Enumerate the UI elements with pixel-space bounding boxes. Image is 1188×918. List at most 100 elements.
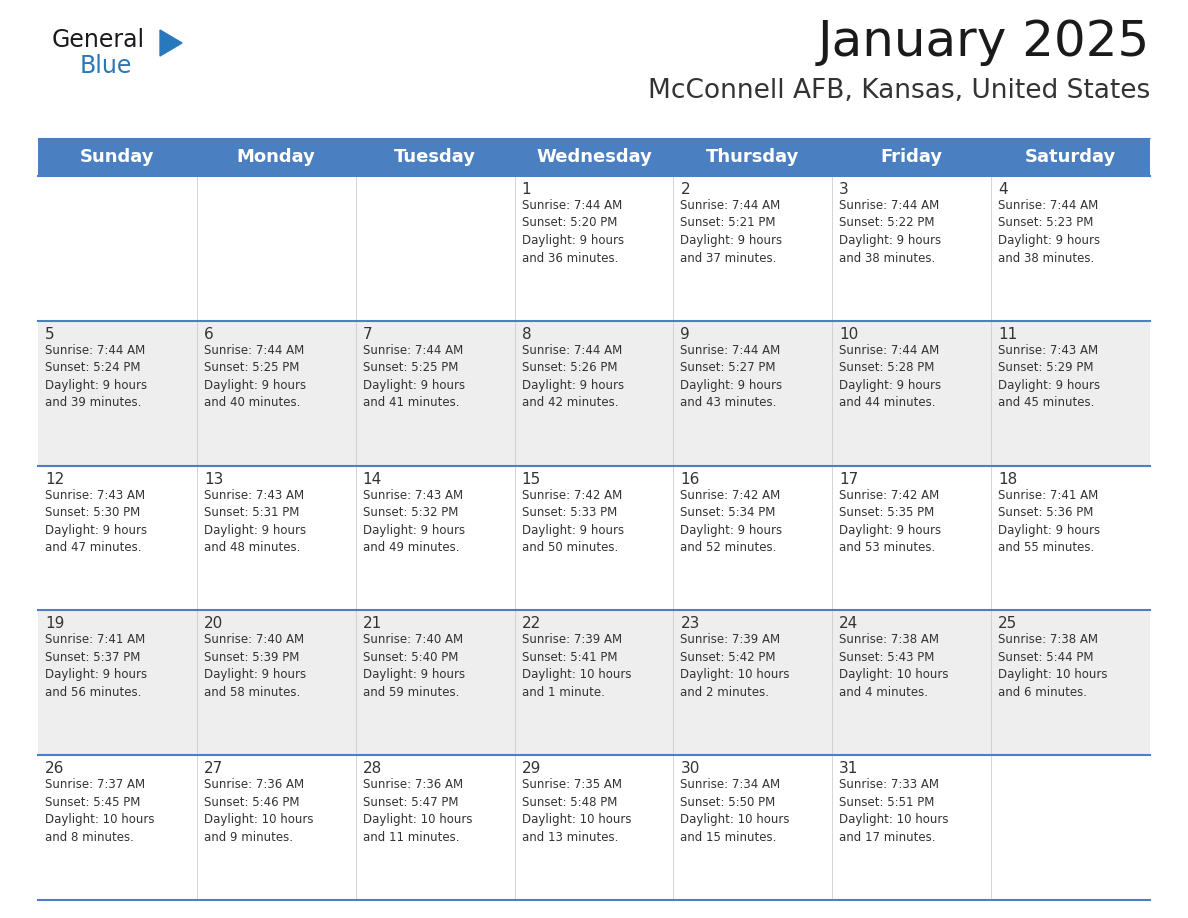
Text: Friday: Friday xyxy=(880,148,943,166)
Bar xyxy=(674,756,833,900)
Bar xyxy=(514,756,674,900)
Text: 13: 13 xyxy=(204,472,223,487)
Text: Sunday: Sunday xyxy=(80,148,154,166)
Text: Sunrise: 7:44 AM
Sunset: 5:25 PM
Daylight: 9 hours
and 41 minutes.: Sunrise: 7:44 AM Sunset: 5:25 PM Dayligh… xyxy=(362,344,465,409)
Text: 28: 28 xyxy=(362,761,383,777)
Bar xyxy=(355,465,514,610)
Text: 7: 7 xyxy=(362,327,372,341)
Text: Sunrise: 7:40 AM
Sunset: 5:39 PM
Daylight: 9 hours
and 58 minutes.: Sunrise: 7:40 AM Sunset: 5:39 PM Dayligh… xyxy=(204,633,307,699)
Text: 26: 26 xyxy=(45,761,64,777)
Bar xyxy=(197,138,355,176)
Text: January 2025: January 2025 xyxy=(817,18,1150,66)
Bar xyxy=(674,610,833,756)
Bar xyxy=(514,610,674,756)
Text: Sunrise: 7:44 AM
Sunset: 5:26 PM
Daylight: 9 hours
and 42 minutes.: Sunrise: 7:44 AM Sunset: 5:26 PM Dayligh… xyxy=(522,344,624,409)
Text: 1: 1 xyxy=(522,182,531,197)
Text: Sunrise: 7:39 AM
Sunset: 5:41 PM
Daylight: 10 hours
and 1 minute.: Sunrise: 7:39 AM Sunset: 5:41 PM Dayligh… xyxy=(522,633,631,699)
Text: 16: 16 xyxy=(681,472,700,487)
Text: Sunrise: 7:35 AM
Sunset: 5:48 PM
Daylight: 10 hours
and 13 minutes.: Sunrise: 7:35 AM Sunset: 5:48 PM Dayligh… xyxy=(522,778,631,844)
Text: 23: 23 xyxy=(681,616,700,632)
Bar xyxy=(355,138,514,176)
Bar xyxy=(514,176,674,320)
Text: 8: 8 xyxy=(522,327,531,341)
Bar xyxy=(674,176,833,320)
Text: 6: 6 xyxy=(204,327,214,341)
Bar xyxy=(197,176,355,320)
Text: 2: 2 xyxy=(681,182,690,197)
Text: Sunrise: 7:44 AM
Sunset: 5:22 PM
Daylight: 9 hours
and 38 minutes.: Sunrise: 7:44 AM Sunset: 5:22 PM Dayligh… xyxy=(839,199,941,264)
Text: Sunrise: 7:36 AM
Sunset: 5:46 PM
Daylight: 10 hours
and 9 minutes.: Sunrise: 7:36 AM Sunset: 5:46 PM Dayligh… xyxy=(204,778,314,844)
Text: McConnell AFB, Kansas, United States: McConnell AFB, Kansas, United States xyxy=(647,78,1150,104)
Text: Sunrise: 7:42 AM
Sunset: 5:33 PM
Daylight: 9 hours
and 50 minutes.: Sunrise: 7:42 AM Sunset: 5:33 PM Dayligh… xyxy=(522,488,624,554)
Text: Sunrise: 7:44 AM
Sunset: 5:20 PM
Daylight: 9 hours
and 36 minutes.: Sunrise: 7:44 AM Sunset: 5:20 PM Dayligh… xyxy=(522,199,624,264)
Text: Sunrise: 7:43 AM
Sunset: 5:30 PM
Daylight: 9 hours
and 47 minutes.: Sunrise: 7:43 AM Sunset: 5:30 PM Dayligh… xyxy=(45,488,147,554)
Polygon shape xyxy=(160,30,182,56)
Text: 25: 25 xyxy=(998,616,1017,632)
Text: Sunrise: 7:34 AM
Sunset: 5:50 PM
Daylight: 10 hours
and 15 minutes.: Sunrise: 7:34 AM Sunset: 5:50 PM Dayligh… xyxy=(681,778,790,844)
Text: Sunrise: 7:44 AM
Sunset: 5:23 PM
Daylight: 9 hours
and 38 minutes.: Sunrise: 7:44 AM Sunset: 5:23 PM Dayligh… xyxy=(998,199,1100,264)
Text: Sunrise: 7:44 AM
Sunset: 5:25 PM
Daylight: 9 hours
and 40 minutes.: Sunrise: 7:44 AM Sunset: 5:25 PM Dayligh… xyxy=(204,344,307,409)
Text: Thursday: Thursday xyxy=(706,148,800,166)
Text: Sunrise: 7:36 AM
Sunset: 5:47 PM
Daylight: 10 hours
and 11 minutes.: Sunrise: 7:36 AM Sunset: 5:47 PM Dayligh… xyxy=(362,778,472,844)
Bar xyxy=(355,610,514,756)
Bar xyxy=(674,138,833,176)
Bar xyxy=(833,176,991,320)
Bar xyxy=(991,138,1150,176)
Text: Sunrise: 7:43 AM
Sunset: 5:31 PM
Daylight: 9 hours
and 48 minutes.: Sunrise: 7:43 AM Sunset: 5:31 PM Dayligh… xyxy=(204,488,307,554)
Text: 14: 14 xyxy=(362,472,383,487)
Bar xyxy=(355,320,514,465)
Bar xyxy=(833,610,991,756)
Text: 22: 22 xyxy=(522,616,541,632)
Bar xyxy=(991,320,1150,465)
Text: Sunrise: 7:43 AM
Sunset: 5:29 PM
Daylight: 9 hours
and 45 minutes.: Sunrise: 7:43 AM Sunset: 5:29 PM Dayligh… xyxy=(998,344,1100,409)
Bar xyxy=(38,176,197,320)
Text: Sunrise: 7:42 AM
Sunset: 5:35 PM
Daylight: 9 hours
and 53 minutes.: Sunrise: 7:42 AM Sunset: 5:35 PM Dayligh… xyxy=(839,488,941,554)
Text: Sunrise: 7:41 AM
Sunset: 5:36 PM
Daylight: 9 hours
and 55 minutes.: Sunrise: 7:41 AM Sunset: 5:36 PM Dayligh… xyxy=(998,488,1100,554)
Bar xyxy=(355,756,514,900)
Text: Sunrise: 7:44 AM
Sunset: 5:28 PM
Daylight: 9 hours
and 44 minutes.: Sunrise: 7:44 AM Sunset: 5:28 PM Dayligh… xyxy=(839,344,941,409)
Bar xyxy=(674,320,833,465)
Text: Sunrise: 7:42 AM
Sunset: 5:34 PM
Daylight: 9 hours
and 52 minutes.: Sunrise: 7:42 AM Sunset: 5:34 PM Dayligh… xyxy=(681,488,783,554)
Bar xyxy=(197,320,355,465)
Text: Sunrise: 7:33 AM
Sunset: 5:51 PM
Daylight: 10 hours
and 17 minutes.: Sunrise: 7:33 AM Sunset: 5:51 PM Dayligh… xyxy=(839,778,949,844)
Text: 31: 31 xyxy=(839,761,859,777)
Text: 3: 3 xyxy=(839,182,849,197)
Bar xyxy=(674,465,833,610)
Text: Sunrise: 7:40 AM
Sunset: 5:40 PM
Daylight: 9 hours
and 59 minutes.: Sunrise: 7:40 AM Sunset: 5:40 PM Dayligh… xyxy=(362,633,465,699)
Text: Blue: Blue xyxy=(80,54,132,78)
Bar xyxy=(355,176,514,320)
Bar xyxy=(38,320,197,465)
Bar xyxy=(991,465,1150,610)
Text: 5: 5 xyxy=(45,327,55,341)
Text: 10: 10 xyxy=(839,327,859,341)
Bar xyxy=(514,138,674,176)
Text: Sunrise: 7:44 AM
Sunset: 5:21 PM
Daylight: 9 hours
and 37 minutes.: Sunrise: 7:44 AM Sunset: 5:21 PM Dayligh… xyxy=(681,199,783,264)
Bar xyxy=(833,138,991,176)
Bar xyxy=(514,465,674,610)
Bar xyxy=(197,756,355,900)
Text: Tuesday: Tuesday xyxy=(394,148,476,166)
Text: 20: 20 xyxy=(204,616,223,632)
Bar xyxy=(833,756,991,900)
Bar xyxy=(991,176,1150,320)
Text: Monday: Monday xyxy=(236,148,316,166)
Bar xyxy=(833,320,991,465)
Text: 18: 18 xyxy=(998,472,1017,487)
Text: Sunrise: 7:41 AM
Sunset: 5:37 PM
Daylight: 9 hours
and 56 minutes.: Sunrise: 7:41 AM Sunset: 5:37 PM Dayligh… xyxy=(45,633,147,699)
Text: 15: 15 xyxy=(522,472,541,487)
Text: 29: 29 xyxy=(522,761,541,777)
Bar xyxy=(38,138,197,176)
Text: 24: 24 xyxy=(839,616,859,632)
Bar xyxy=(38,756,197,900)
Text: Sunrise: 7:44 AM
Sunset: 5:27 PM
Daylight: 9 hours
and 43 minutes.: Sunrise: 7:44 AM Sunset: 5:27 PM Dayligh… xyxy=(681,344,783,409)
Bar xyxy=(197,465,355,610)
Text: General: General xyxy=(52,28,145,52)
Text: Sunrise: 7:38 AM
Sunset: 5:43 PM
Daylight: 10 hours
and 4 minutes.: Sunrise: 7:38 AM Sunset: 5:43 PM Dayligh… xyxy=(839,633,949,699)
Bar xyxy=(833,465,991,610)
Text: Sunrise: 7:37 AM
Sunset: 5:45 PM
Daylight: 10 hours
and 8 minutes.: Sunrise: 7:37 AM Sunset: 5:45 PM Dayligh… xyxy=(45,778,154,844)
Text: Saturday: Saturday xyxy=(1025,148,1117,166)
Text: 30: 30 xyxy=(681,761,700,777)
Text: 27: 27 xyxy=(204,761,223,777)
Text: Sunrise: 7:44 AM
Sunset: 5:24 PM
Daylight: 9 hours
and 39 minutes.: Sunrise: 7:44 AM Sunset: 5:24 PM Dayligh… xyxy=(45,344,147,409)
Bar xyxy=(991,610,1150,756)
